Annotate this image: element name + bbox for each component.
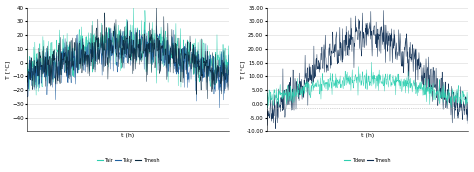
- X-axis label: t (h): t (h): [121, 133, 135, 138]
- Y-axis label: T [°C]: T [°C]: [6, 60, 10, 79]
- Legend: Tdew, Tmesh: Tdew, Tmesh: [342, 156, 393, 165]
- X-axis label: t (h): t (h): [361, 133, 374, 138]
- Legend: Tair, Tsky, Tmesh: Tair, Tsky, Tmesh: [95, 156, 161, 165]
- Y-axis label: T [°C]: T [°C]: [240, 60, 245, 79]
